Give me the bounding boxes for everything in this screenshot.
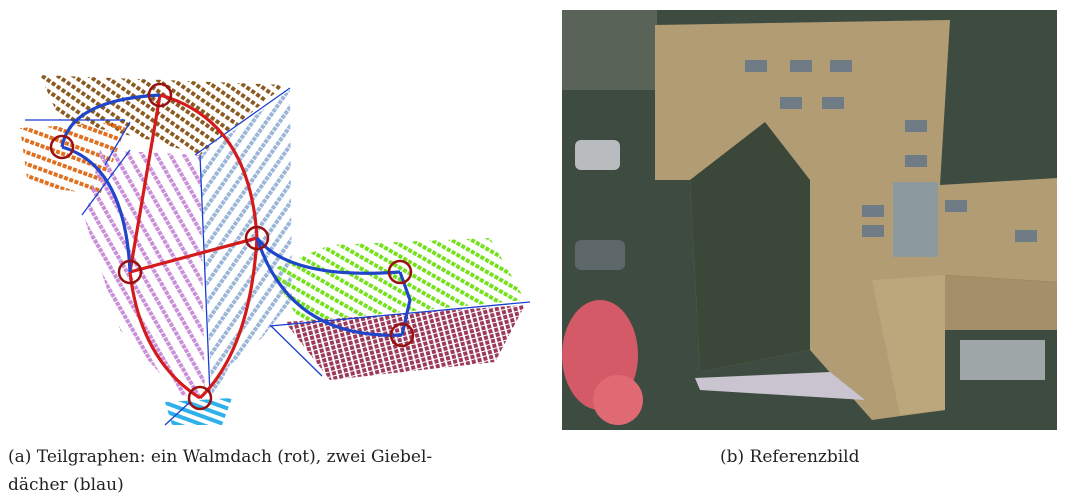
window [790,60,812,72]
window [945,200,967,212]
shadow [562,10,657,90]
caption-line: (b) Referenzbild [720,443,860,471]
window [1015,230,1037,242]
window [862,205,884,217]
roof-facet [945,275,1057,330]
window [822,97,844,109]
car [575,140,620,170]
skylight [893,182,938,257]
figure-graphics [0,0,1075,440]
figure: (a) Teilgraphen: ein Walmdach (rot), zwe… [0,0,1075,499]
structure [960,340,1045,380]
roof-points [165,398,232,425]
caption-line: dächer (blau) [8,471,432,499]
window [905,155,927,167]
window [745,60,767,72]
window [905,120,927,132]
point-cloud-panel [20,75,530,425]
window [830,60,852,72]
caption-line: (a) Teilgraphen: ein Walmdach (rot), zwe… [8,443,432,471]
window [780,97,802,109]
reference-image-panel [562,10,1057,430]
caption-b: (b) Referenzbild [720,443,860,471]
car [575,240,625,270]
window [862,225,884,237]
tree [593,375,643,425]
caption-a: (a) Teilgraphen: ein Walmdach (rot), zwe… [8,443,432,499]
